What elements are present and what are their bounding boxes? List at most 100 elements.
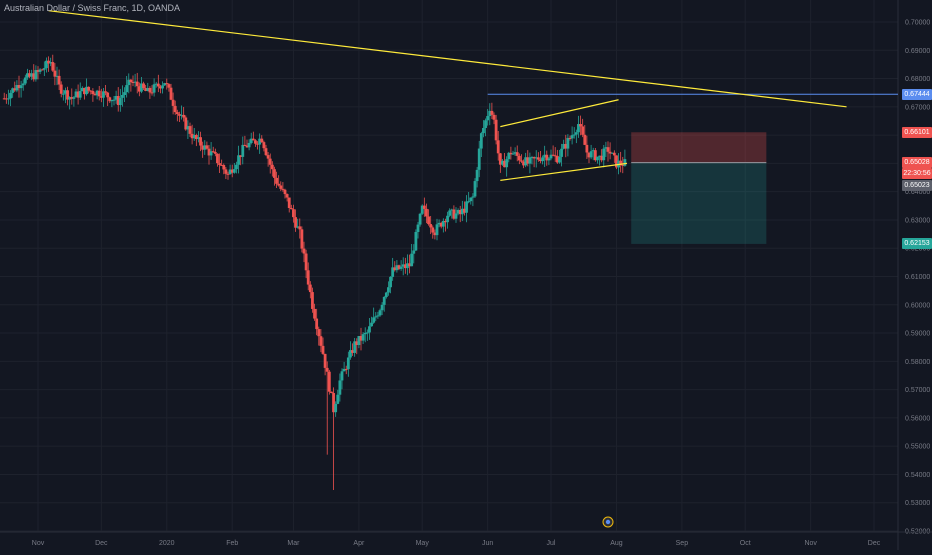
candle-body bbox=[180, 114, 183, 116]
candle-body bbox=[72, 97, 76, 99]
candle-body bbox=[216, 153, 219, 164]
candle-body bbox=[156, 83, 160, 87]
candle-body bbox=[321, 345, 325, 354]
candle-body bbox=[570, 135, 574, 139]
price-tag-target: 0.62153 bbox=[902, 238, 932, 250]
candle-body bbox=[220, 164, 224, 166]
candle-body bbox=[28, 73, 31, 77]
candle-body bbox=[439, 222, 443, 227]
candle-body bbox=[218, 163, 221, 165]
candle-body bbox=[57, 75, 61, 85]
candle-body bbox=[490, 110, 494, 115]
candle-body bbox=[171, 99, 175, 106]
candle-body bbox=[593, 150, 597, 161]
candle-body bbox=[2, 98, 6, 100]
candle-body bbox=[91, 91, 95, 95]
candle-body bbox=[95, 90, 99, 96]
candle-body bbox=[116, 95, 120, 106]
candle-body bbox=[323, 353, 327, 368]
y-tick-label: 0.59000 bbox=[905, 331, 930, 338]
candle-body bbox=[361, 334, 365, 341]
candle-body bbox=[458, 210, 462, 215]
candle-body bbox=[186, 126, 190, 130]
candle-body bbox=[137, 86, 141, 92]
candle-body bbox=[579, 124, 582, 127]
candle-body bbox=[230, 169, 234, 173]
candle-body bbox=[359, 336, 363, 341]
candle-body bbox=[562, 143, 566, 149]
candle-body bbox=[55, 75, 59, 77]
candle-body bbox=[258, 138, 262, 145]
candle-body bbox=[125, 85, 129, 93]
candle-body bbox=[351, 350, 354, 353]
candle-body bbox=[281, 188, 285, 190]
candle-body bbox=[541, 157, 544, 162]
candle-body bbox=[283, 189, 287, 195]
candle-body bbox=[292, 209, 295, 218]
y-tick-label: 0.61000 bbox=[905, 274, 930, 281]
candle-body bbox=[135, 81, 139, 87]
candle-body bbox=[129, 79, 133, 82]
countdown-timer: 22:30:56 bbox=[902, 168, 932, 179]
candle-body bbox=[211, 151, 215, 153]
candle-body bbox=[66, 90, 69, 100]
candle-body bbox=[619, 160, 623, 165]
candle-body bbox=[524, 157, 528, 166]
candle-body bbox=[152, 84, 156, 93]
candle-body bbox=[112, 99, 116, 101]
candle-body bbox=[365, 332, 369, 334]
candle-body bbox=[245, 145, 249, 148]
candle-body bbox=[469, 197, 473, 202]
candle-body bbox=[108, 97, 112, 102]
candle-body bbox=[526, 157, 530, 164]
y-tick-label: 0.70000 bbox=[905, 20, 930, 27]
candle-body bbox=[289, 208, 293, 210]
candle-body bbox=[340, 371, 344, 381]
candle-body bbox=[47, 60, 50, 64]
candle-body bbox=[467, 201, 471, 203]
y-tick-label: 0.60000 bbox=[905, 302, 930, 309]
candle-body bbox=[505, 159, 509, 168]
candle-body bbox=[452, 209, 456, 219]
candle-body bbox=[304, 253, 308, 271]
candle-body bbox=[21, 83, 25, 86]
candle-body bbox=[275, 177, 278, 184]
candle-body bbox=[222, 165, 226, 170]
candle-body bbox=[368, 326, 371, 333]
candle-body bbox=[378, 310, 382, 316]
candle-body bbox=[36, 70, 40, 72]
candle-body bbox=[270, 164, 274, 170]
candle-body bbox=[317, 329, 321, 337]
candle-body bbox=[441, 220, 445, 227]
candle-body bbox=[34, 70, 38, 80]
candle-body bbox=[311, 292, 314, 309]
x-tick-label: Mar bbox=[287, 540, 300, 547]
candle-body bbox=[287, 197, 291, 209]
x-tick-label: Nov bbox=[804, 540, 817, 547]
candle-body bbox=[277, 183, 281, 186]
candle-body bbox=[7, 98, 10, 100]
candle-body bbox=[319, 336, 323, 346]
x-tick-label: Nov bbox=[32, 540, 45, 547]
y-tick-label: 0.57000 bbox=[905, 387, 930, 394]
candle-body bbox=[344, 368, 348, 370]
candle-body bbox=[596, 156, 599, 161]
candle-body bbox=[477, 148, 481, 170]
candle-body bbox=[228, 169, 232, 174]
candle-body bbox=[53, 70, 57, 77]
candle-body bbox=[315, 318, 319, 330]
candle-body bbox=[199, 137, 202, 146]
y-tick-label: 0.64000 bbox=[905, 189, 930, 196]
candle-body bbox=[553, 155, 557, 157]
candle-body bbox=[241, 144, 245, 157]
candle-body bbox=[549, 154, 553, 159]
candle-body bbox=[207, 148, 211, 156]
candle-body bbox=[577, 124, 580, 133]
candle-body bbox=[19, 85, 23, 89]
candle-body bbox=[612, 152, 616, 156]
candle-body bbox=[266, 155, 270, 159]
candle-body bbox=[300, 229, 304, 249]
